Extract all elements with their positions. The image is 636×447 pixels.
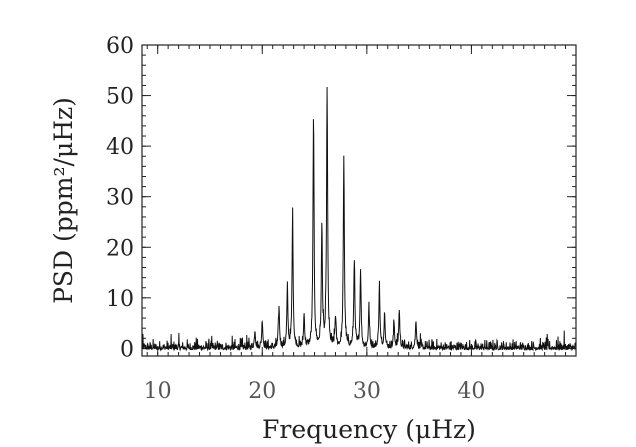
y-tick-label: 30	[106, 186, 134, 211]
x-axis-title: Frequency (μHz)	[262, 415, 476, 444]
plot-frame	[141, 44, 577, 357]
major-ticks	[142, 44, 576, 356]
y-tick-label: 0	[120, 337, 134, 362]
y-axis-title: PSD (ppm²/μHz)	[49, 97, 78, 304]
y-tick-label: 50	[106, 85, 134, 110]
x-tick-labels: 10 20 30 40	[144, 379, 486, 404]
psd-series-line	[141, 86, 577, 352]
x-tick-label: 40	[457, 379, 485, 404]
x-tick-label: 30	[353, 379, 381, 404]
y-tick-label: 60	[106, 34, 134, 59]
y-tick-labels: 0 10 20 30 40 50 60	[106, 34, 134, 362]
y-tick-label: 40	[106, 135, 134, 160]
y-tick-label: 10	[106, 287, 134, 312]
minor-ticks	[142, 44, 577, 356]
y-tick-label: 20	[106, 236, 134, 261]
plot-area	[141, 44, 577, 357]
x-tick-label: 20	[248, 379, 276, 404]
x-tick-label: 10	[144, 379, 172, 404]
